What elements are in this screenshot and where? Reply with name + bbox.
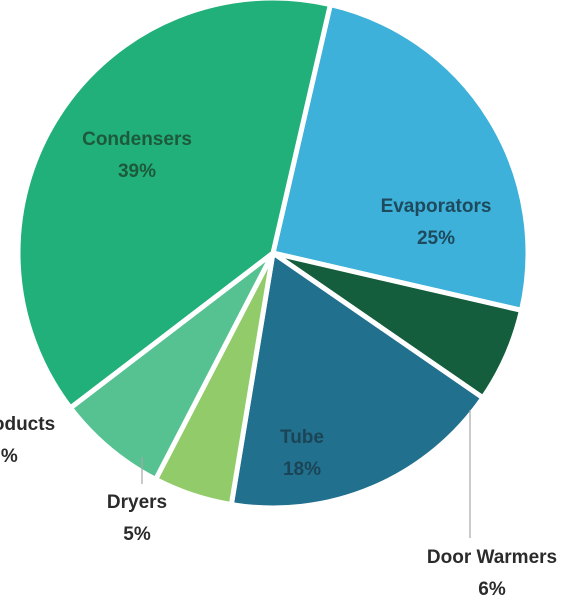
slice-value-dryers: 5% <box>123 524 151 545</box>
pie-slice-evaporators <box>270 2 531 313</box>
slice-label-other-products: Other Products <box>0 414 55 435</box>
slice-value-other-products: 7% <box>0 446 18 467</box>
pie-slice-condensers <box>15 0 333 411</box>
leader-lines <box>141 410 471 538</box>
slice-label-dryers: Dryers <box>107 492 167 513</box>
slice-label-condensers: Condensers <box>82 129 192 150</box>
slice-labels: Evaporators 25% Door Warmers 6% Tube 18% Dryer… <box>0 129 557 600</box>
slice-label-evaporators: Evaporators <box>381 196 492 217</box>
slice-value-condensers: 39% <box>118 161 156 182</box>
pie-slices <box>15 0 531 511</box>
slice-label-door-warmers: Door Warmers <box>427 547 557 568</box>
slice-label-tube: Tube <box>280 427 324 448</box>
slice-value-tube: 18% <box>283 459 321 480</box>
slice-value-door-warmers: 6% <box>478 579 506 600</box>
pie-slice-tube <box>228 250 486 511</box>
slice-value-evaporators: 25% <box>417 228 455 249</box>
